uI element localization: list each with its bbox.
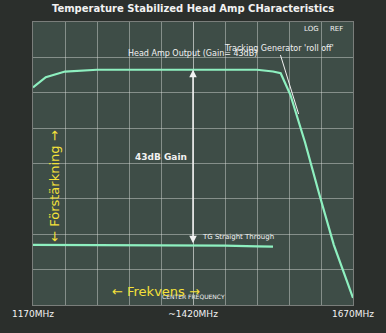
svg-text:1170MHz: 1170MHz xyxy=(12,309,54,319)
svg-text:Tracking Generator 'roll off': Tracking Generator 'roll off' xyxy=(224,44,334,53)
svg-text:43dB Gain: 43dB Gain xyxy=(135,152,187,162)
svg-text:LOG: LOG xyxy=(304,25,319,33)
svg-text:Head Amp Output (Gain= 43dB): Head Amp Output (Gain= 43dB) xyxy=(128,49,257,58)
svg-text:REF: REF xyxy=(330,25,343,33)
svg-text:CENTER FREQUENCY: CENTER FREQUENCY xyxy=(162,293,225,300)
svg-text:1670MHz: 1670MHz xyxy=(332,309,374,319)
svg-text:Temperature Stabilized Head Am: Temperature Stabilized Head Amp CHaracte… xyxy=(52,3,334,14)
svg-text:~1420MHz: ~1420MHz xyxy=(168,309,218,319)
svg-text:← Frekvens →: ← Frekvens → xyxy=(112,284,200,299)
svg-text:TG Straight Through: TG Straight Through xyxy=(202,233,274,241)
svg-text:← Förstärkning →: ← Förstärkning → xyxy=(47,130,62,242)
